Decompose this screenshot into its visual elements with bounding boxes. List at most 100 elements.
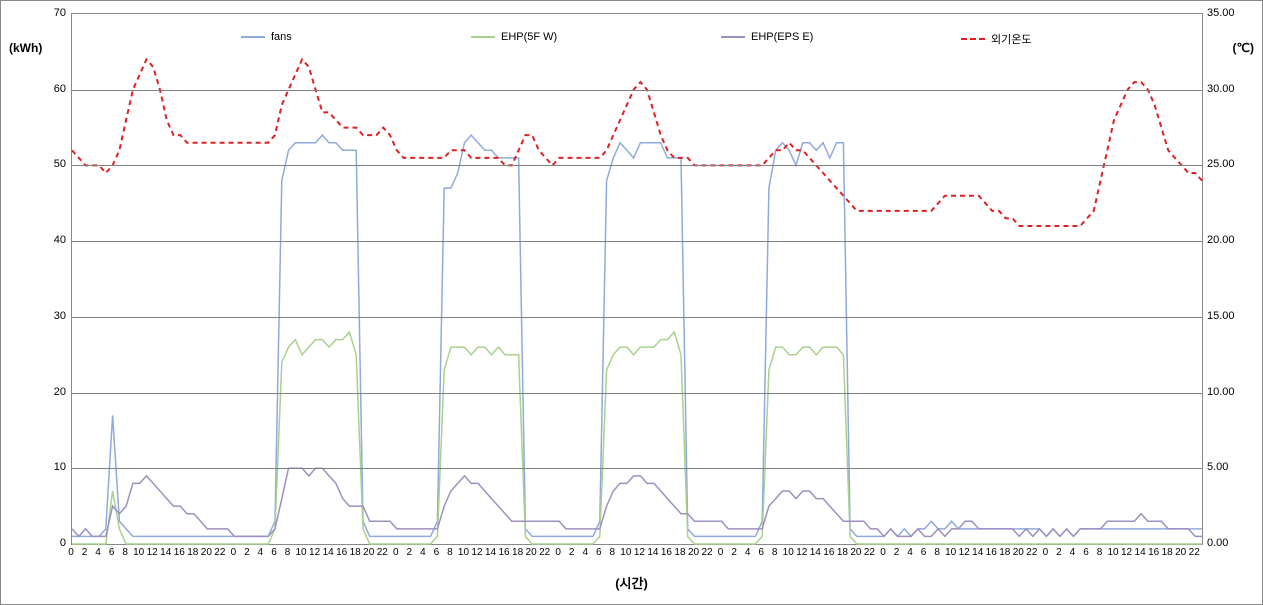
gridline [72,468,1202,469]
x-tick-label: 8 [447,547,453,558]
x-tick-label: 12 [1121,547,1132,558]
x-tick-label: 6 [271,547,277,558]
legend-item: EHP(5F W) [471,31,557,43]
x-tick-label: 22 [864,547,875,558]
x-tick-label: 6 [434,547,440,558]
x-tick-label: 8 [285,547,291,558]
x-tick-label: 4 [258,547,264,558]
x-tick-label: 0 [718,547,724,558]
x-tick-label: 14 [1135,547,1146,558]
y-right-tick-label: 30.00 [1207,83,1247,95]
x-tick-label: 16 [498,547,509,558]
legend-swatch [721,36,745,38]
x-tick-label: 18 [674,547,685,558]
x-tick-label: 10 [945,547,956,558]
x-tick-label: 12 [634,547,645,558]
x-tick-label: 6 [1083,547,1089,558]
x-axis-title: (시간) [615,573,648,592]
x-tick-label: 12 [796,547,807,558]
x-tick-label: 8 [122,547,128,558]
x-tick-label: 0 [393,547,399,558]
x-tick-label: 20 [1175,547,1186,558]
x-tick-label: 22 [377,547,388,558]
y-left-tick-label: 30 [36,310,66,322]
x-tick-label: 8 [1097,547,1103,558]
chart-container: (kWh) (℃) 010203040506070 0.005.0010.001… [0,0,1263,605]
x-tick-label: 14 [485,547,496,558]
x-tick-label: 18 [999,547,1010,558]
x-tick-label: 20 [201,547,212,558]
y-left-tick-label: 40 [36,234,66,246]
gridline [72,241,1202,242]
x-tick-label: 0 [555,547,561,558]
y-left-tick-label: 10 [36,461,66,473]
x-tick-label: 22 [1189,547,1200,558]
x-tick-label: 2 [1056,547,1062,558]
x-tick-label: 14 [647,547,658,558]
x-tick-label: 4 [745,547,751,558]
legend-item: fans [241,31,292,43]
x-tick-label: 12 [471,547,482,558]
legend-item: 외기온도 [961,31,1031,47]
y-left-tick-label: 60 [36,83,66,95]
x-tick-label: 0 [1043,547,1049,558]
x-tick-label: 4 [1070,547,1076,558]
x-tick-label: 4 [95,547,101,558]
x-tick-label: 12 [959,547,970,558]
x-tick-label: 18 [350,547,361,558]
x-tick-label: 12 [147,547,158,558]
y-right-label: (℃) [1233,41,1254,55]
x-tick-label: 2 [569,547,575,558]
x-tick-label: 20 [363,547,374,558]
x-tick-label: 20 [688,547,699,558]
legend-swatch [471,36,495,38]
y-left-label: (kWh) [9,41,42,55]
x-tick-label: 22 [1026,547,1037,558]
x-tick-label: 8 [934,547,940,558]
legend-label: EHP(EPS E) [751,31,813,43]
x-tick-label: 20 [850,547,861,558]
x-tick-label: 16 [1148,547,1159,558]
x-tick-label: 16 [986,547,997,558]
y-left-tick-label: 70 [36,7,66,19]
x-tick-label: 10 [620,547,631,558]
x-tick-label: 18 [837,547,848,558]
x-tick-label: 22 [701,547,712,558]
x-tick-label: 6 [921,547,927,558]
y-right-tick-label: 5.00 [1207,461,1247,473]
plot-area [71,13,1203,545]
gridline [72,317,1202,318]
x-tick-label: 10 [458,547,469,558]
x-tick-label: 14 [972,547,983,558]
x-tick-label: 4 [907,547,913,558]
x-tick-label: 16 [336,547,347,558]
x-tick-label: 12 [309,547,320,558]
legend-swatch [241,36,265,38]
x-tick-label: 20 [526,547,537,558]
x-tick-label: 16 [823,547,834,558]
y-right-tick-label: 0.00 [1207,537,1247,549]
x-tick-label: 10 [783,547,794,558]
legend-item: EHP(EPS E) [721,31,813,43]
gridline [72,90,1202,91]
x-tick-label: 16 [174,547,185,558]
x-tick-label: 2 [894,547,900,558]
x-tick-label: 22 [214,547,225,558]
x-tick-label: 10 [133,547,144,558]
gridline [72,393,1202,394]
y-right-tick-label: 10.00 [1207,386,1247,398]
legend-label: EHP(5F W) [501,31,557,43]
x-tick-label: 18 [1162,547,1173,558]
series-temp [72,59,1202,226]
x-tick-label: 0 [880,547,886,558]
x-tick-label: 18 [187,547,198,558]
x-tick-label: 14 [810,547,821,558]
x-tick-label: 20 [1013,547,1024,558]
legend-label: 외기온도 [991,31,1031,47]
x-tick-label: 8 [610,547,616,558]
x-tick-label: 6 [109,547,115,558]
y-left-tick-label: 20 [36,386,66,398]
x-tick-label: 4 [420,547,426,558]
x-tick-label: 4 [582,547,588,558]
x-tick-label: 22 [539,547,550,558]
